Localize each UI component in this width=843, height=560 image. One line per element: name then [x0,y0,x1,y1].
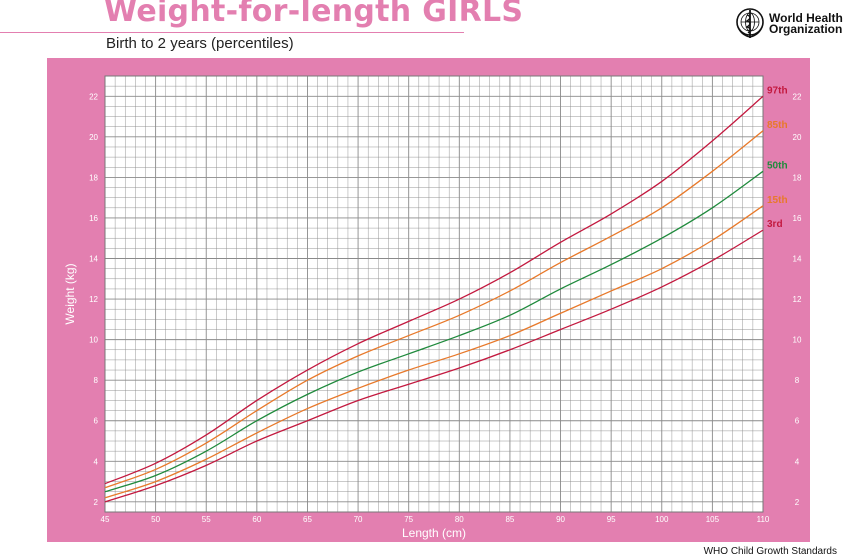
curve-50th [104,170,764,493]
y-tick-label-left: 10 [89,336,98,345]
x-tick-label: 45 [101,515,110,524]
who-emblem-icon [736,8,764,38]
x-tick-label: 90 [556,515,565,524]
y-tick-label-left: 6 [94,417,99,426]
y-tick-label-left: 14 [89,255,98,264]
x-axis-label: Length (cm) [402,526,466,540]
y-tick-label-left: 18 [89,173,98,182]
y-tick-label-right: 22 [793,92,802,101]
who-logo: World Health Organization [735,7,843,41]
x-tick-label: 80 [455,515,464,524]
y-tick-label-right: 6 [795,417,800,426]
y-tick-label-left: 12 [89,295,98,304]
curve-3rd [104,229,764,503]
x-tick-label: 55 [202,515,211,524]
curve-15th [104,205,764,499]
x-tick-label: 110 [757,515,770,524]
x-tick-label: 50 [151,515,160,524]
x-tick-label: 85 [505,515,514,524]
curve-label-3rd: 3rd [767,219,783,230]
logo-line-2: Organization [769,22,843,36]
y-tick-label-left: 22 [89,92,98,101]
curve-labels: 97th 85th 50th 15th 3rd [767,85,788,230]
x-tick-label: 100 [655,515,669,524]
footer-text: WHO Child Growth Standards [703,546,837,557]
y-tick-label-right: 14 [793,255,802,264]
percentile-curves [104,95,764,503]
page-title: Weight-for-length GIRLS [104,0,524,29]
y-tick-label-right: 10 [793,336,802,345]
y-tick-label-right: 16 [793,214,802,223]
chart-grid [104,75,764,513]
y-axis-label: Weight (kg) [63,263,77,324]
curve-85th [104,130,764,489]
y-tick-label-right: 4 [795,457,800,466]
x-tick-label: 75 [404,515,413,524]
curve-97th [104,95,764,485]
y-tick-label-right: 12 [793,295,802,304]
curve-label-85th: 85th [767,120,788,131]
y-tick-label-right: 18 [793,173,802,182]
curve-label-97th: 97th [767,85,788,96]
x-tick-label: 65 [303,515,312,524]
y-tick-label-right: 20 [793,133,802,142]
y-tick-label-left: 8 [94,376,99,385]
y-tick-label-right: 2 [795,498,800,507]
y-tick-label-right: 8 [795,376,800,385]
page-subtitle: Birth to 2 years (percentiles) [106,35,294,52]
title-underline [0,32,464,33]
plot-area [105,76,763,512]
curve-label-15th: 15th [767,195,788,206]
x-tick-label: 105 [706,515,720,524]
x-tick-label: 70 [354,515,363,524]
who-logo-text: World Health Organization [769,11,843,36]
y-tick-label-left: 16 [89,214,98,223]
curve-label-50th: 50th [767,160,788,171]
x-tick-label: 95 [607,515,616,524]
y-tick-label-left: 4 [94,457,99,466]
logo-line-1: World Health [769,11,843,25]
plot-border [104,75,764,513]
x-tick-label: 60 [252,515,261,524]
y-tick-label-left: 20 [89,133,98,142]
y-tick-label-left: 2 [94,498,99,507]
